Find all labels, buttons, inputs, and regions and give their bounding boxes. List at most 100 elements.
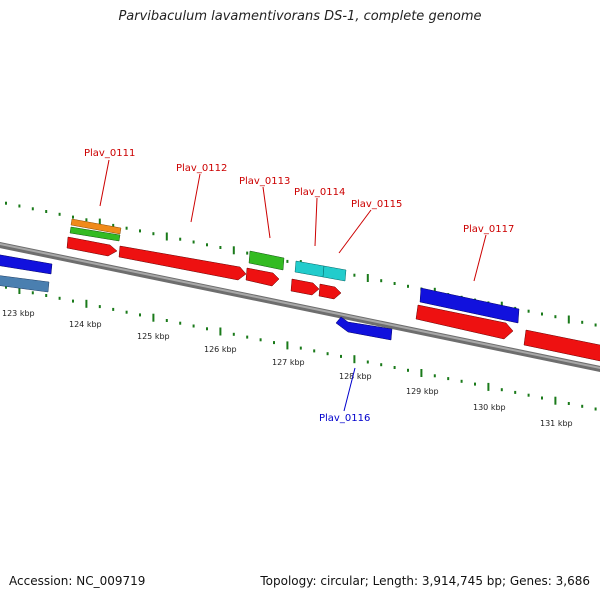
minor-tick [5,201,7,205]
minor-tick [31,291,34,295]
gene-features [0,218,600,362]
major-tick [554,396,557,405]
minor-tick [31,207,34,211]
major-tick [353,355,356,364]
gene-label-plav-0116[interactable]: Plav_0116 [319,413,370,424]
minor-tick [567,402,570,405]
minor-tick [246,251,249,255]
gene-feature-plav-0117[interactable] [415,304,514,340]
major-tick [18,286,21,294]
scale-labels: 123 kbp 124 kbp 125 kbp 126 kbp 127 kbp … [2,309,573,428]
minor-tick [192,324,195,328]
gene-feature-plav-0114[interactable] [290,278,320,296]
minor-tick [232,332,235,336]
gene-label-plav-0113[interactable]: Plav_0113 [239,176,290,187]
minor-tick [58,296,61,300]
accession-text: Accession: NC_009719 [9,574,146,588]
gene-feature-plav-0116[interactable] [335,316,393,341]
label-leaders [99,159,487,412]
gene-feature-plav-0112[interactable] [118,245,247,281]
minor-tick [340,354,342,358]
gene-label-plav-0115[interactable]: Plav_0115 [351,199,402,210]
scale-label-125: 125 kbp [137,332,170,341]
minor-tick [594,407,597,411]
major-tick [152,313,155,322]
gene-label-plav-0112[interactable]: Plav_0112 [176,163,227,174]
minor-tick [380,363,383,367]
minor-tick [527,393,530,397]
minor-tick [433,374,436,378]
major-tick [420,369,423,377]
major-tick [232,246,235,255]
map-title: Parvibaculum lavamentivorans DS-1, compl… [118,9,482,24]
minor-tick [206,327,208,331]
minor-tick [541,396,543,400]
scale-label-127: 127 kbp [272,358,305,367]
major-tick [567,315,570,324]
minor-tick [299,346,302,350]
minor-tick [554,315,557,319]
minor-tick [594,323,597,327]
minor-tick [139,313,141,317]
scale-label-123: 123 kbp [2,309,35,318]
gene-feature[interactable] [0,254,53,275]
gene-labels: Plav_0111 Plav_0112 Plav_0113 Plav_0114 … [84,148,514,424]
minor-tick [152,232,155,236]
major-tick [366,274,369,282]
minor-tick [18,204,21,208]
genome-backbone [0,241,600,373]
gene-feature-plav-0111-green[interactable] [69,226,121,242]
topology-summary: Topology: circular; Length: 3,914,745 bp… [260,574,590,588]
minor-tick [125,310,128,314]
minor-tick [326,352,329,356]
gene-feature-plav-0111-orange[interactable] [70,218,122,235]
gene-feature[interactable] [523,329,600,362]
gene-feature-plav-0114-cyan[interactable] [294,260,325,278]
minor-tick [98,305,101,309]
minor-tick [179,321,182,325]
minor-tick [407,368,409,372]
major-tick [165,232,168,241]
minor-tick [112,307,115,311]
minor-tick [353,273,356,277]
gene-feature-plav-0117-blue[interactable] [419,287,520,324]
minor-tick [393,282,396,285]
minor-tick [259,338,262,342]
minor-tick [460,379,463,383]
minor-tick [58,212,61,216]
scale-label-128: 128 kbp [339,372,372,381]
gene-feature-plav-0113-green[interactable] [248,250,285,271]
gene-feature[interactable] [0,275,50,293]
minor-tick [474,382,476,386]
gene-label-plav-0114[interactable]: Plav_0114 [294,187,345,198]
gene-feature-plav-0115-cyan[interactable] [322,265,347,282]
minor-tick [5,285,7,289]
minor-tick [85,218,88,222]
gene-label-plav-0117[interactable]: Plav_0117 [463,224,514,235]
gene-feature-plav-0113[interactable] [245,267,280,287]
gene-label-plav-0111[interactable]: Plav_0111 [84,148,135,159]
minor-tick [206,243,208,247]
minor-tick [313,349,316,353]
minor-tick [192,240,195,244]
minor-tick [366,360,369,364]
minor-tick [541,312,543,316]
minor-tick [72,215,74,219]
minor-tick [380,279,383,283]
inner-tick-track [5,285,597,411]
scale-label-130: 130 kbp [473,403,506,412]
major-tick [219,327,222,336]
minor-tick [45,210,48,213]
minor-tick [581,320,584,324]
minor-tick [165,319,168,322]
minor-tick [45,294,48,297]
minor-tick [500,388,503,392]
minor-tick [219,246,222,249]
gene-feature-plav-0111[interactable] [66,236,118,257]
minor-tick [527,309,530,313]
minor-tick [407,284,409,288]
gene-feature-plav-0115[interactable] [318,283,342,300]
minor-tick [581,404,584,408]
major-tick [85,299,88,308]
